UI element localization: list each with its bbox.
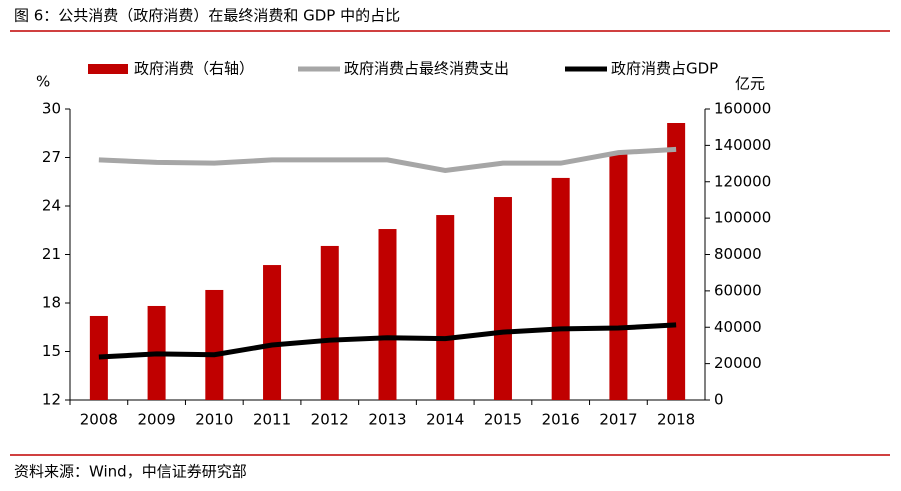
y-tick-label: 12 xyxy=(42,391,61,409)
y-tick-label: 21 xyxy=(42,245,61,263)
x-tick-label: 2012 xyxy=(311,411,349,429)
y-tick-label: 30 xyxy=(42,100,61,118)
bar xyxy=(436,215,455,400)
y2-tick-label: 120000 xyxy=(714,172,771,190)
x-tick-label: 2009 xyxy=(137,411,175,429)
x-tick-label: 2011 xyxy=(253,411,291,429)
bar xyxy=(551,177,570,400)
y-axis-label: % xyxy=(36,73,50,91)
y2-tick-label: 40000 xyxy=(714,318,762,336)
y2-tick-label: 80000 xyxy=(714,245,762,263)
x-tick-label: 2008 xyxy=(80,411,118,429)
bar xyxy=(205,289,224,400)
y2-tick-label: 0 xyxy=(714,391,724,409)
y2-tick-label: 140000 xyxy=(714,136,771,154)
line xyxy=(98,322,677,360)
line xyxy=(98,146,677,173)
y2-tick-label: 20000 xyxy=(714,354,762,372)
legend-label: 政府消费占GDP xyxy=(611,60,718,78)
x-tick-label: 2015 xyxy=(484,411,522,429)
chart-title: 图 6：公共消费（政府消费）在最终消费和 GDP 中的占比 xyxy=(14,7,400,25)
x-tick-label: 2017 xyxy=(599,411,637,429)
x-tick-label: 2016 xyxy=(542,411,580,429)
source: 资料来源：Wind，中信证券研究部 xyxy=(14,463,247,481)
bar xyxy=(320,245,339,400)
y2-tick-label: 100000 xyxy=(714,209,771,227)
legend-swatch xyxy=(88,64,128,74)
y-tick-label: 27 xyxy=(42,148,61,166)
y-tick-label: 15 xyxy=(42,342,61,360)
bar xyxy=(89,315,108,400)
bar xyxy=(493,197,512,400)
bar xyxy=(263,265,282,400)
y2-tick-label: 160000 xyxy=(714,100,771,118)
legend-label: 政府消费占最终消费支出 xyxy=(344,60,509,78)
bar xyxy=(378,229,397,400)
x-tick-label: 2010 xyxy=(195,411,233,429)
y-tick-label: 24 xyxy=(42,197,61,215)
x-tick-label: 2013 xyxy=(368,411,406,429)
legend-label: 政府消费（右轴） xyxy=(134,60,254,78)
y2-axis-label: 亿元 xyxy=(735,75,765,93)
bar xyxy=(667,123,686,401)
y2-tick-label: 60000 xyxy=(714,281,762,299)
y-tick-label: 18 xyxy=(42,294,61,312)
x-tick-label: 2018 xyxy=(657,411,695,429)
bar xyxy=(609,153,628,400)
x-tick-label: 2014 xyxy=(426,411,464,429)
